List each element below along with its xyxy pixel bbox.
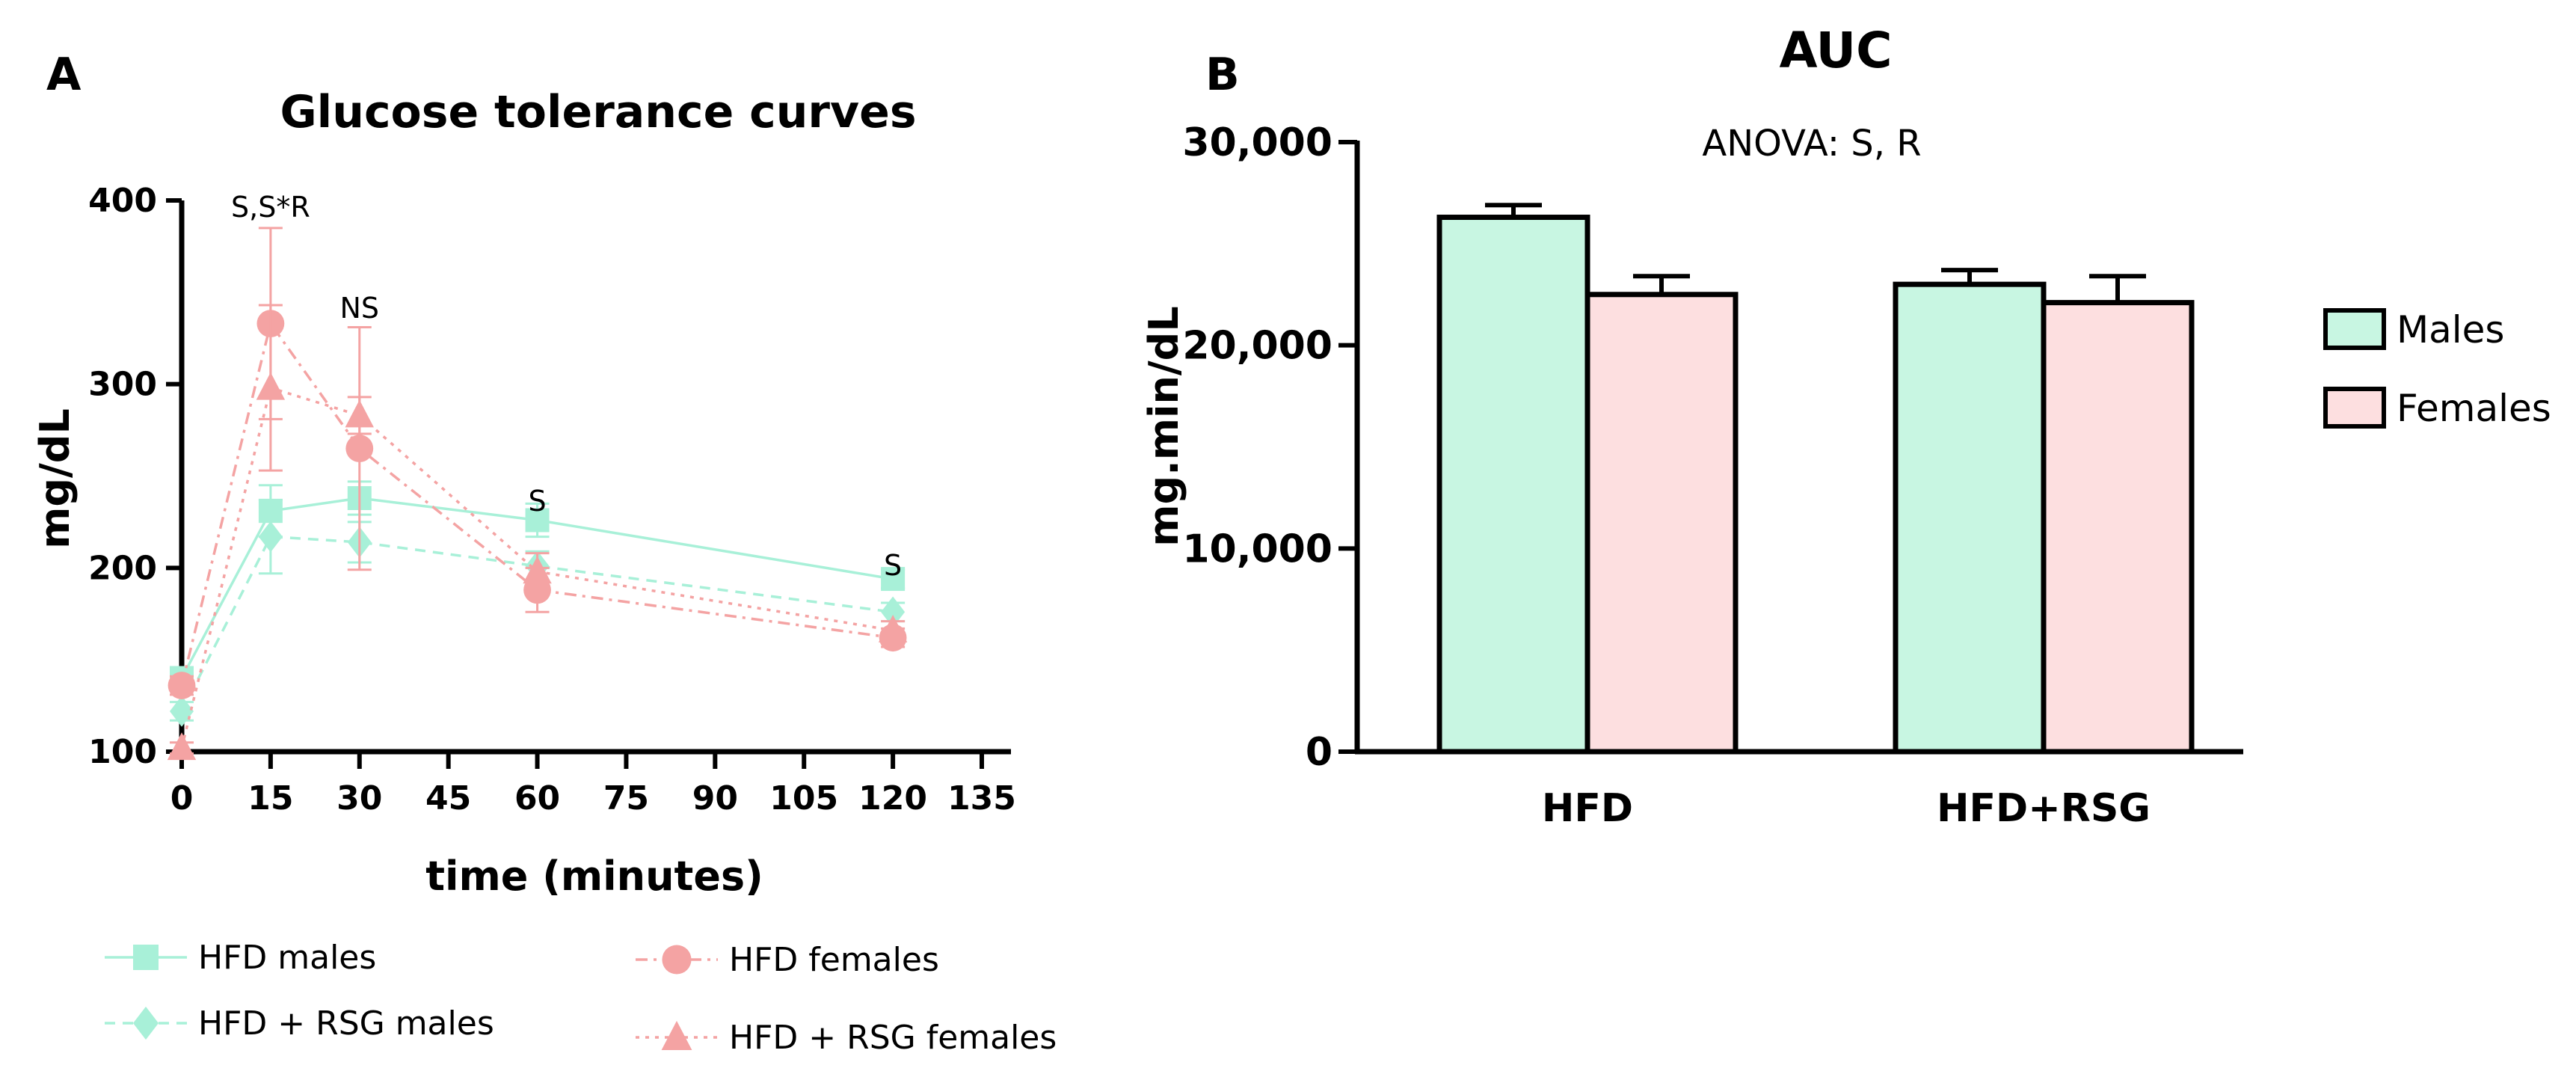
series-line — [180, 535, 894, 712]
legend-label: Males — [2397, 308, 2504, 352]
legend-item-males: Males — [2323, 308, 2504, 352]
chart-a-x-tick-label: 45 — [425, 779, 471, 817]
chart-a-x-ticks: 0 15 30 45 60 75 90 105 120 135 — [170, 752, 1016, 817]
chart-a-x-tick-label: 15 — [248, 779, 293, 817]
panel-b-letter: B — [1205, 49, 1240, 101]
data-point — [881, 596, 906, 628]
chart-b-y-tick-label: 20,000 — [1182, 324, 1332, 369]
data-point — [345, 399, 374, 428]
chart-a-y-axis-title: mg/dL — [31, 408, 79, 549]
chart-a-annotation: S — [884, 549, 902, 582]
data-point — [167, 672, 196, 699]
chart-a-annotation: NS — [340, 292, 380, 325]
chart-a-title: Glucose tolerance curves — [280, 86, 916, 138]
bar-males — [1436, 215, 1590, 755]
data-point — [878, 615, 908, 642]
legend-marker — [133, 945, 159, 970]
chart-a-legend: HFD males HFD + RSG males HFD females HFD +… — [105, 939, 1057, 1057]
chart-a-y-ticks: 100 200 300 400 — [88, 182, 182, 771]
legend-label: HFD females — [729, 941, 939, 979]
chart-b-x-tick-label: HFD — [1542, 786, 1633, 831]
legend-label: HFD males — [198, 939, 376, 977]
data-point — [170, 696, 194, 727]
legend-label: HFD + RSG males — [198, 1004, 494, 1043]
chart-b-title: AUC — [1779, 22, 1892, 79]
bar-group-hfd-rsg — [1893, 268, 2195, 755]
legend-item-hfd-rsg-females: HFD + RSG females — [636, 1019, 1057, 1057]
panel-a: A Glucose tolerance curves time (minutes… — [31, 49, 1057, 1057]
chart-a-annotation: S,S*R — [231, 191, 310, 224]
chart-a-y-tick-label: 300 — [88, 366, 157, 404]
legend-item-hfd-rsg-males: HFD + RSG males — [105, 1004, 494, 1043]
series-line — [180, 320, 894, 686]
data-point — [525, 508, 550, 533]
chart-b-y-axis-title: mg.min/dL — [1140, 306, 1187, 546]
chart-a-x-axis-title: time (minutes) — [425, 853, 763, 900]
chart-b-y-tick-label: 30,000 — [1182, 120, 1332, 165]
chart-a-annotation: S — [528, 485, 546, 518]
bar-males — [1893, 281, 2047, 755]
legend-marker — [662, 945, 692, 975]
chart-a-series — [167, 227, 908, 761]
panel-a-letter: A — [46, 49, 82, 101]
chart-a-x-tick-label: 135 — [947, 779, 1016, 817]
bar-females — [1584, 292, 1739, 755]
legend-item-females: Females — [2323, 387, 2551, 430]
chart-b-subtitle: ANOVA: S, R — [1702, 123, 1921, 165]
data-point — [523, 556, 552, 584]
chart-b-legend: Males Females — [2323, 308, 2551, 430]
chart-a-x-tick-label: 0 — [170, 779, 194, 817]
chart-b-y-tick-label: 0 — [1306, 730, 1332, 775]
panel-b: B AUC ANOVA: S, R mg.min/dL 0 10,000 20,00… — [1140, 22, 2551, 831]
legend-item-hfd-females: HFD females — [636, 941, 939, 979]
data-point — [258, 521, 283, 553]
legend-swatch — [2323, 308, 2386, 350]
chart-b-x-labels: HFD HFD+RSG — [1542, 786, 2151, 831]
chart-b-bars — [1436, 203, 2195, 755]
data-point — [881, 567, 906, 592]
bar-group-hfd — [1436, 203, 1739, 755]
data-point — [256, 372, 286, 400]
legend-marker — [133, 1006, 159, 1040]
legend-label: Females — [2397, 387, 2551, 430]
chart-b-y-tick-label: 10,000 — [1182, 527, 1332, 571]
chart-a-x-tick-label: 30 — [336, 779, 382, 817]
chart-a-annotations: S,S*R NS S S — [231, 191, 902, 582]
chart-a-x-tick-label: 105 — [769, 779, 838, 817]
data-point — [167, 732, 197, 761]
chart-a-y-tick-label: 100 — [88, 733, 157, 771]
series-hfd-rsg-females — [167, 304, 908, 761]
legend-marker — [661, 1020, 692, 1050]
chart-a-x-tick-label: 120 — [858, 779, 927, 817]
data-point — [345, 435, 374, 463]
chart-b-y-ticks: 0 10,000 20,000 30,000 — [1182, 120, 1357, 775]
legend-item-hfd-males: HFD males — [105, 939, 376, 977]
chart-a-x-tick-label: 75 — [603, 779, 649, 817]
series-hfd-females — [167, 227, 907, 699]
chart-a-x-tick-label: 90 — [692, 779, 738, 817]
bar-females — [2041, 300, 2195, 755]
chart-a-y-tick-label: 400 — [88, 182, 157, 220]
chart-b-x-tick-label: HFD+RSG — [1937, 786, 2151, 831]
chart-a-y-tick-label: 200 — [88, 549, 157, 587]
legend-swatch — [2323, 387, 2386, 429]
chart-a-x-tick-label: 60 — [514, 779, 560, 817]
legend-label: HFD + RSG females — [729, 1019, 1057, 1057]
